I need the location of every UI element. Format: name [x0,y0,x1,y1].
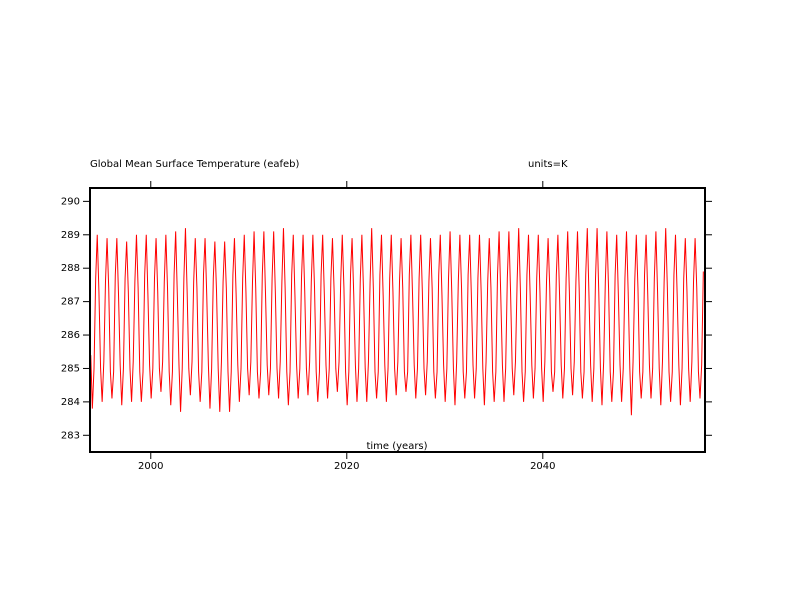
x-axis-label: time (years) [366,441,427,452]
y-tick-label: 287 [61,297,80,308]
y-tick-label: 283 [61,430,80,441]
chart-title: Global Mean Surface Temperature (eafeb) [90,159,300,170]
x-tick-label: 2020 [334,461,359,472]
units-label: units=K [528,159,568,170]
y-tick-label: 290 [61,196,80,207]
x-tick-label: 2000 [138,461,163,472]
x-tick-label: 2040 [530,461,555,472]
y-tick-label: 289 [61,230,80,241]
plot-frame [89,187,706,453]
y-tick-label: 284 [61,397,80,408]
y-tick-label: 285 [61,363,80,374]
data-line [90,228,704,416]
y-tick-label: 288 [61,263,80,274]
y-tick-label: 286 [61,330,80,341]
